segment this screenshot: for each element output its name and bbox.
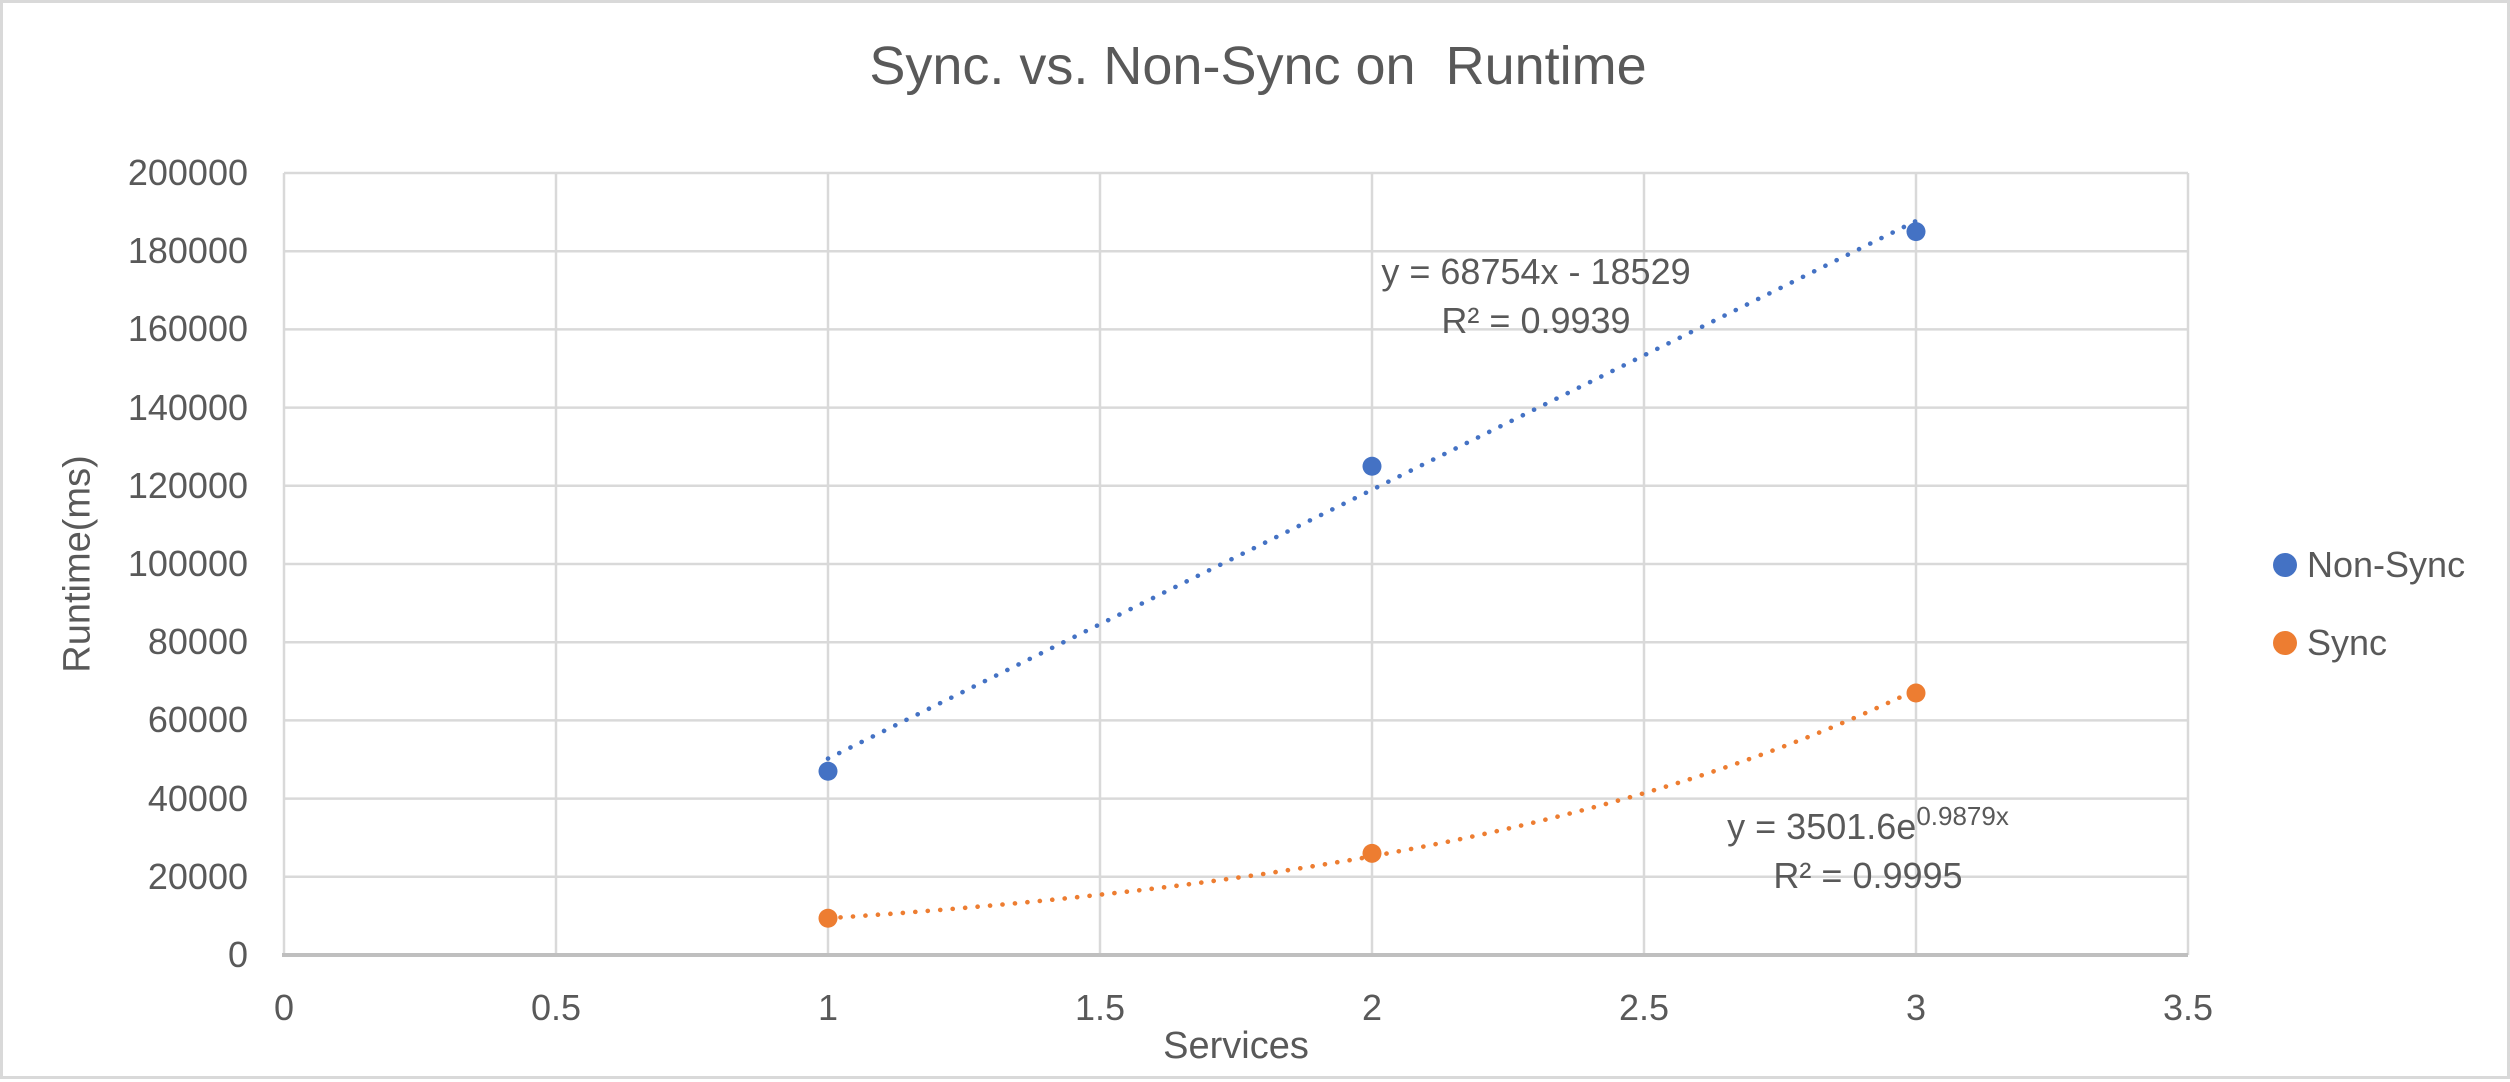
y-tick-label: 80000 — [147, 621, 248, 663]
y-tick-label: 0 — [227, 934, 248, 975]
x-tick-label: 2.5 — [1618, 987, 1670, 1028]
y-tick-label: 60000 — [147, 699, 248, 741]
legend-label: Non-Sync — [2307, 544, 2466, 585]
x-tick-label: 1 — [817, 987, 839, 1028]
y-tick-label: 40000 — [147, 777, 248, 819]
plot-area — [282, 171, 2190, 957]
y-tick-label: 200000 — [127, 152, 248, 193]
sync-legend-marker-icon — [2273, 631, 2297, 655]
y-tick-label: 160000 — [127, 308, 248, 350]
x-tick-label: 2 — [1361, 987, 1383, 1028]
non-sync-trendline — [825, 218, 1919, 761]
legend-item-non-sync: Non-Sync — [2273, 543, 2465, 587]
sync-data-point — [1362, 843, 1382, 863]
y-tick-label: 100000 — [127, 543, 248, 584]
nonsync-trendline-annotation: y = 68754x - 18529 R² = 0.9939 — [1381, 247, 1690, 345]
x-tick-label: 1.5 — [1074, 987, 1126, 1028]
non-sync-data-point — [1906, 222, 1926, 242]
nonsync-r-squared: R² = 0.9939 — [1441, 300, 1631, 341]
sync-equation-exponent: 0.9879x — [1916, 801, 2009, 831]
y-tick-label: 140000 — [127, 386, 248, 428]
nonsync-equation: y = 68754x - 18529 — [1381, 251, 1691, 292]
y-tick-label: 120000 — [127, 464, 248, 506]
sync-trendline-annotation: y = 3501.6e0.9879x R² = 0.9995 — [1727, 802, 2009, 900]
x-tick-label: 3 — [1905, 987, 1927, 1028]
y-tick-label: 180000 — [127, 230, 248, 272]
x-tick-label: 3.5 — [2162, 987, 2214, 1028]
non-sync-data-point — [818, 761, 838, 781]
sync-data-point — [818, 908, 838, 928]
x-tick-label: 0 — [273, 987, 295, 1028]
non-sync-data-point — [1362, 456, 1382, 476]
sync-data-point — [1906, 683, 1926, 703]
sync-equation: y = 3501.6e0.9879x — [1727, 801, 2009, 847]
chart-title: Sync. vs. Non-Sync on Runtime — [869, 36, 1647, 96]
sync-r-squared: R² = 0.9995 — [1773, 855, 1963, 896]
legend-item-sync: Sync — [2273, 621, 2387, 665]
non-sync-legend-marker-icon — [2273, 553, 2297, 577]
x-axis-title: Services — [1163, 1025, 1309, 1067]
legend-label: Sync — [2307, 622, 2388, 663]
x-tick-label: 0.5 — [530, 987, 582, 1028]
y-tick-label: 20000 — [147, 855, 248, 897]
